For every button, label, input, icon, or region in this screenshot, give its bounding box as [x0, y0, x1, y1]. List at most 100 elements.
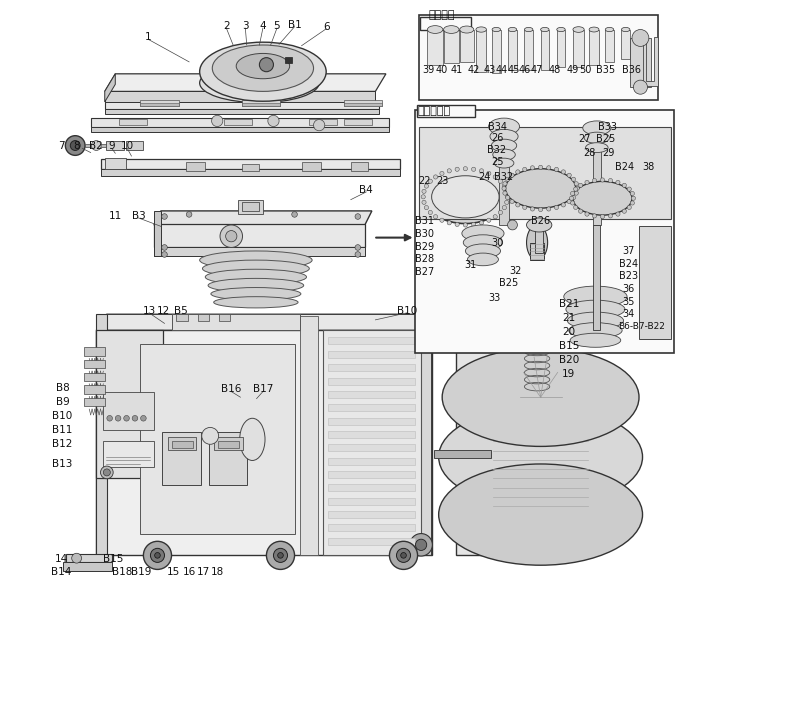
Circle shape — [463, 223, 467, 227]
Bar — [328, 538, 415, 545]
Ellipse shape — [466, 244, 501, 258]
Ellipse shape — [206, 269, 306, 285]
Ellipse shape — [208, 278, 304, 292]
Ellipse shape — [570, 333, 621, 347]
Ellipse shape — [443, 26, 459, 33]
Circle shape — [455, 167, 459, 172]
Circle shape — [600, 214, 605, 219]
Circle shape — [570, 196, 574, 200]
Bar — [434, 450, 491, 458]
Bar — [427, 30, 443, 65]
Text: B5: B5 — [174, 306, 187, 316]
Bar — [84, 373, 105, 381]
Text: 11: 11 — [109, 211, 122, 221]
Ellipse shape — [573, 27, 584, 32]
Text: 17: 17 — [197, 567, 210, 576]
Circle shape — [574, 187, 578, 191]
Bar — [177, 314, 188, 321]
Ellipse shape — [211, 67, 307, 98]
Circle shape — [434, 214, 438, 219]
Text: 减速箱总成: 减速箱总成 — [418, 106, 451, 116]
Text: B24: B24 — [615, 162, 634, 172]
Ellipse shape — [582, 121, 611, 135]
Circle shape — [355, 252, 361, 257]
Circle shape — [410, 534, 432, 556]
Circle shape — [440, 218, 444, 222]
Text: 39: 39 — [422, 65, 434, 75]
Bar — [594, 225, 600, 330]
Circle shape — [567, 200, 571, 204]
Circle shape — [150, 548, 165, 562]
Circle shape — [91, 141, 102, 150]
Bar — [309, 119, 337, 125]
Text: 32: 32 — [510, 266, 522, 276]
Circle shape — [486, 172, 491, 176]
Circle shape — [72, 553, 82, 563]
Bar — [328, 364, 415, 371]
Text: 16: 16 — [182, 567, 196, 576]
Circle shape — [634, 80, 647, 94]
Circle shape — [516, 170, 520, 174]
Circle shape — [479, 169, 484, 173]
Circle shape — [274, 548, 287, 562]
Circle shape — [622, 209, 626, 213]
Circle shape — [434, 175, 438, 179]
Circle shape — [440, 172, 444, 176]
Circle shape — [505, 189, 509, 193]
Text: 6: 6 — [323, 22, 330, 32]
Circle shape — [600, 178, 605, 182]
Bar — [162, 432, 201, 485]
Bar — [456, 510, 582, 524]
Ellipse shape — [427, 26, 443, 33]
Text: 47: 47 — [531, 65, 543, 75]
Circle shape — [268, 115, 279, 127]
Ellipse shape — [589, 27, 599, 32]
Bar — [118, 119, 147, 125]
Circle shape — [401, 553, 406, 558]
Circle shape — [622, 183, 626, 188]
Circle shape — [186, 212, 192, 217]
Text: B2: B2 — [90, 141, 103, 151]
Text: B24: B24 — [619, 259, 638, 269]
Bar — [242, 103, 281, 106]
Bar — [302, 162, 322, 171]
Bar — [328, 378, 415, 385]
Circle shape — [546, 207, 551, 211]
Circle shape — [571, 195, 576, 200]
Text: B25: B25 — [596, 134, 616, 144]
Bar — [328, 471, 415, 478]
Circle shape — [397, 548, 410, 562]
Bar — [443, 30, 459, 63]
Bar — [126, 141, 143, 150]
Bar — [238, 200, 263, 214]
Ellipse shape — [508, 27, 517, 32]
Text: 34: 34 — [622, 309, 634, 319]
Ellipse shape — [202, 260, 310, 277]
Text: B33: B33 — [598, 122, 617, 131]
Text: B9: B9 — [56, 397, 70, 407]
Ellipse shape — [212, 45, 314, 91]
Text: 36: 36 — [622, 284, 634, 294]
Bar — [328, 484, 415, 491]
Bar — [328, 498, 415, 505]
Circle shape — [522, 205, 527, 209]
Bar — [85, 144, 118, 147]
Text: 37: 37 — [622, 246, 634, 256]
Ellipse shape — [467, 253, 498, 266]
Ellipse shape — [490, 129, 518, 143]
Circle shape — [567, 173, 571, 177]
Circle shape — [571, 177, 576, 181]
Text: 29: 29 — [602, 148, 615, 158]
Ellipse shape — [463, 235, 502, 250]
Ellipse shape — [493, 149, 515, 160]
Text: 46: 46 — [519, 65, 531, 75]
Circle shape — [101, 466, 113, 479]
Circle shape — [562, 202, 566, 207]
Text: 22: 22 — [418, 176, 431, 186]
Ellipse shape — [491, 139, 517, 152]
Text: 33: 33 — [489, 293, 501, 303]
Circle shape — [574, 191, 578, 195]
Circle shape — [502, 205, 506, 209]
Text: B1: B1 — [288, 20, 302, 30]
Polygon shape — [105, 74, 115, 102]
